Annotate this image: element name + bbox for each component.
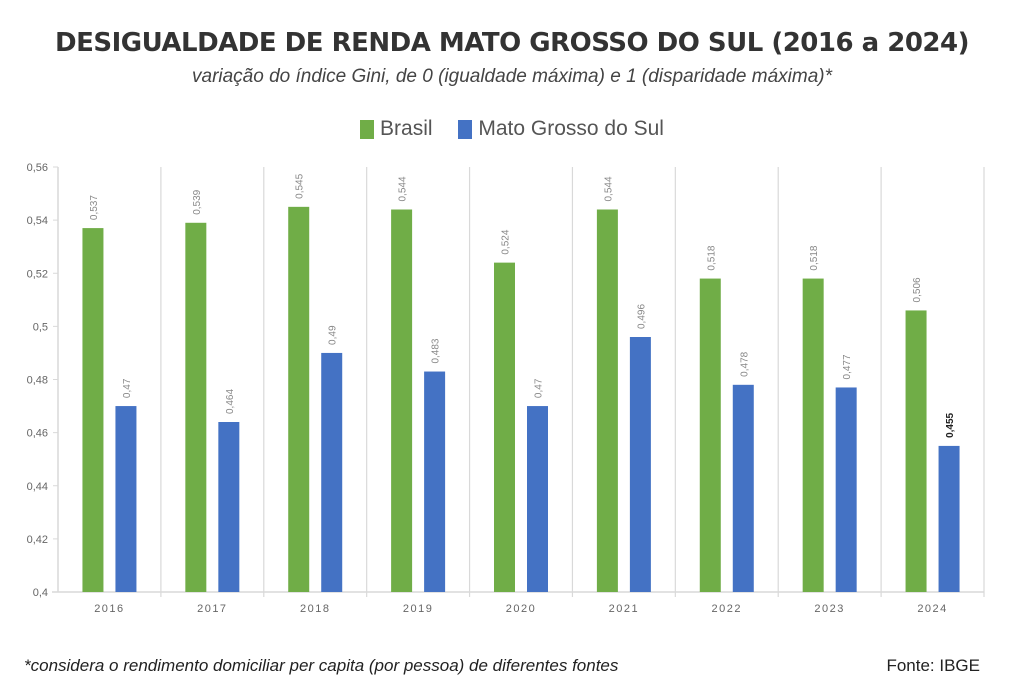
legend-swatch-brasil <box>360 119 375 139</box>
data-label: 0,47 <box>122 378 133 398</box>
legend-item-brasil: Brasil <box>360 117 433 141</box>
legend-label-brasil: Brasil <box>380 117 433 140</box>
bar-ms <box>218 422 240 592</box>
data-label: 0,539 <box>192 189 203 214</box>
data-label: 0,483 <box>431 338 442 363</box>
bar-ms <box>115 406 137 592</box>
source-label: Fonte: IBGE <box>886 656 980 675</box>
data-label: 0,496 <box>636 304 647 329</box>
x-tick-label: 2022 <box>712 603 742 615</box>
legend-swatch-ms <box>458 119 473 139</box>
footnote: *considera o rendimento domiciliar per c… <box>24 656 619 675</box>
x-tick-label: 2024 <box>917 603 947 615</box>
legend: Brasil Mato Grosso do Sul <box>0 117 1024 145</box>
x-tick-label: 2018 <box>300 603 330 615</box>
y-tick-label: 0,56 <box>27 162 48 174</box>
bar-brasil <box>905 310 927 592</box>
data-label: 0,544 <box>603 176 614 201</box>
data-label: 0,478 <box>739 351 750 376</box>
bar-brasil <box>82 228 104 592</box>
x-tick-label: 2017 <box>197 603 227 615</box>
x-tick-label: 2019 <box>403 603 433 615</box>
y-tick-label: 0,52 <box>27 268 48 280</box>
data-label: 0,537 <box>89 195 100 220</box>
data-label: 0,47 <box>534 378 545 398</box>
y-tick-label: 0,46 <box>27 428 48 440</box>
legend-label-ms: Mato Grosso do Sul <box>478 117 664 140</box>
chart-title: DESIGUALDADE DE RENDA MATO GROSSO DO SUL… <box>55 28 969 58</box>
x-tick-label: 2023 <box>814 603 844 615</box>
data-label: 0,464 <box>225 389 236 414</box>
y-tick-label: 0,54 <box>27 215 48 227</box>
bar-ms <box>424 371 446 592</box>
bar-ms <box>629 337 651 592</box>
bar-ms <box>321 352 343 592</box>
x-tick-label: 2016 <box>94 603 124 615</box>
y-tick-label: 0,5 <box>33 321 48 333</box>
y-tick-label: 0,42 <box>27 534 48 546</box>
x-tick-label: 2020 <box>506 603 536 615</box>
data-label: 0,477 <box>842 354 853 379</box>
bar-brasil <box>494 262 515 592</box>
bar-brasil <box>699 278 721 592</box>
bar-ms <box>732 384 754 592</box>
bar-brasil <box>596 209 618 592</box>
y-tick-label: 0,4 <box>33 587 48 599</box>
data-label: 0,545 <box>295 173 306 198</box>
y-tick-label: 0,48 <box>27 375 48 387</box>
chart-subtitle: variação do índice Gini, de 0 (igualdade… <box>192 66 832 87</box>
bar-brasil <box>802 278 824 592</box>
bar-ms <box>527 406 548 592</box>
bar-brasil <box>288 206 310 592</box>
data-label: 0,506 <box>912 277 923 302</box>
data-label: 0,518 <box>706 245 717 270</box>
y-tick-label: 0,44 <box>27 481 48 493</box>
data-label: 0,518 <box>809 245 820 270</box>
data-label: 0,524 <box>501 229 512 254</box>
data-label: 0,544 <box>398 176 409 201</box>
bar-ms <box>835 387 857 592</box>
data-label: 0,49 <box>328 325 339 345</box>
bar-ms <box>938 445 960 592</box>
data-label: 0,455 <box>945 412 956 437</box>
legend-item-ms: Mato Grosso do Sul <box>458 117 664 141</box>
bar-brasil <box>185 222 207 592</box>
x-tick-label: 2021 <box>609 603 639 615</box>
bar-brasil <box>391 209 413 592</box>
